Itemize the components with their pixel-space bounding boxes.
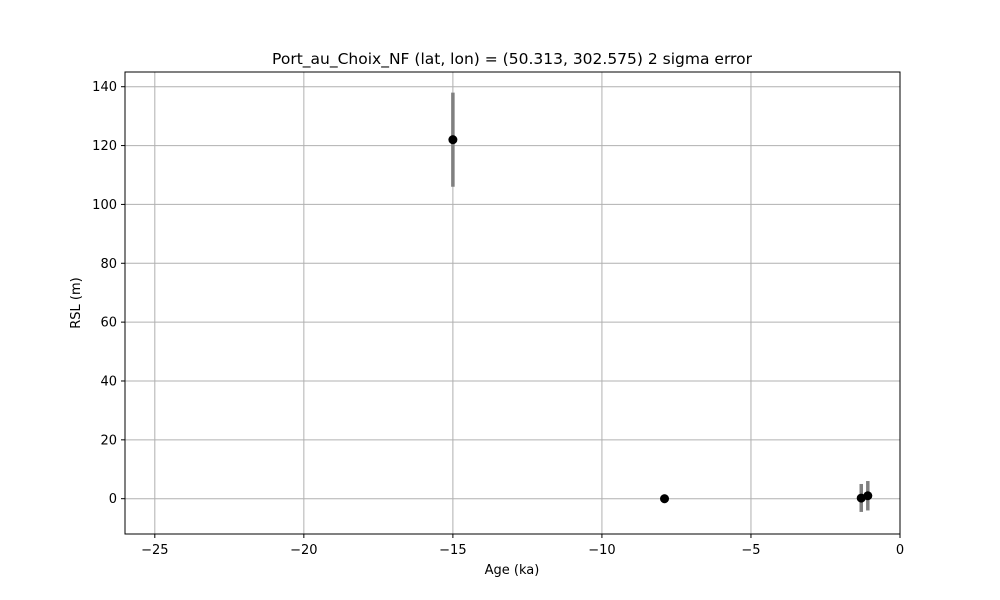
- x-axis-ticks: −25 −20 −15 −10 −5 0: [141, 534, 904, 558]
- x-tick-label: −10: [588, 543, 615, 558]
- x-tick-label: −20: [290, 543, 317, 558]
- y-tick-label: 20: [100, 433, 117, 448]
- y-tick-label: 60: [100, 316, 117, 331]
- chart-title: Port_au_Choix_NF (lat, lon) = (50.313, 3…: [272, 50, 753, 69]
- y-tick-label: 120: [92, 139, 117, 154]
- y-axis-ticks: 0 20 40 60 80 100 120 140: [92, 80, 125, 507]
- y-tick-label: 0: [109, 492, 117, 507]
- x-tick-label: −5: [741, 543, 760, 558]
- x-tick-label: 0: [896, 543, 904, 558]
- y-tick-label: 40: [100, 374, 117, 389]
- error-bars: [451, 92, 870, 512]
- data-point: [863, 491, 873, 501]
- grid: [125, 72, 901, 534]
- y-tick-label: 100: [92, 198, 117, 213]
- y-tick-label: 80: [100, 257, 117, 272]
- data-point: [660, 494, 670, 504]
- data-points: [448, 135, 873, 504]
- x-axis-label: Age (ka): [485, 563, 540, 578]
- x-tick-label: −15: [439, 543, 466, 558]
- y-axis-label: RSL (m): [69, 277, 84, 328]
- y-tick-label: 140: [92, 80, 117, 95]
- x-tick-label: −25: [141, 543, 168, 558]
- data-point: [448, 135, 458, 145]
- plot-frame: [124, 71, 901, 535]
